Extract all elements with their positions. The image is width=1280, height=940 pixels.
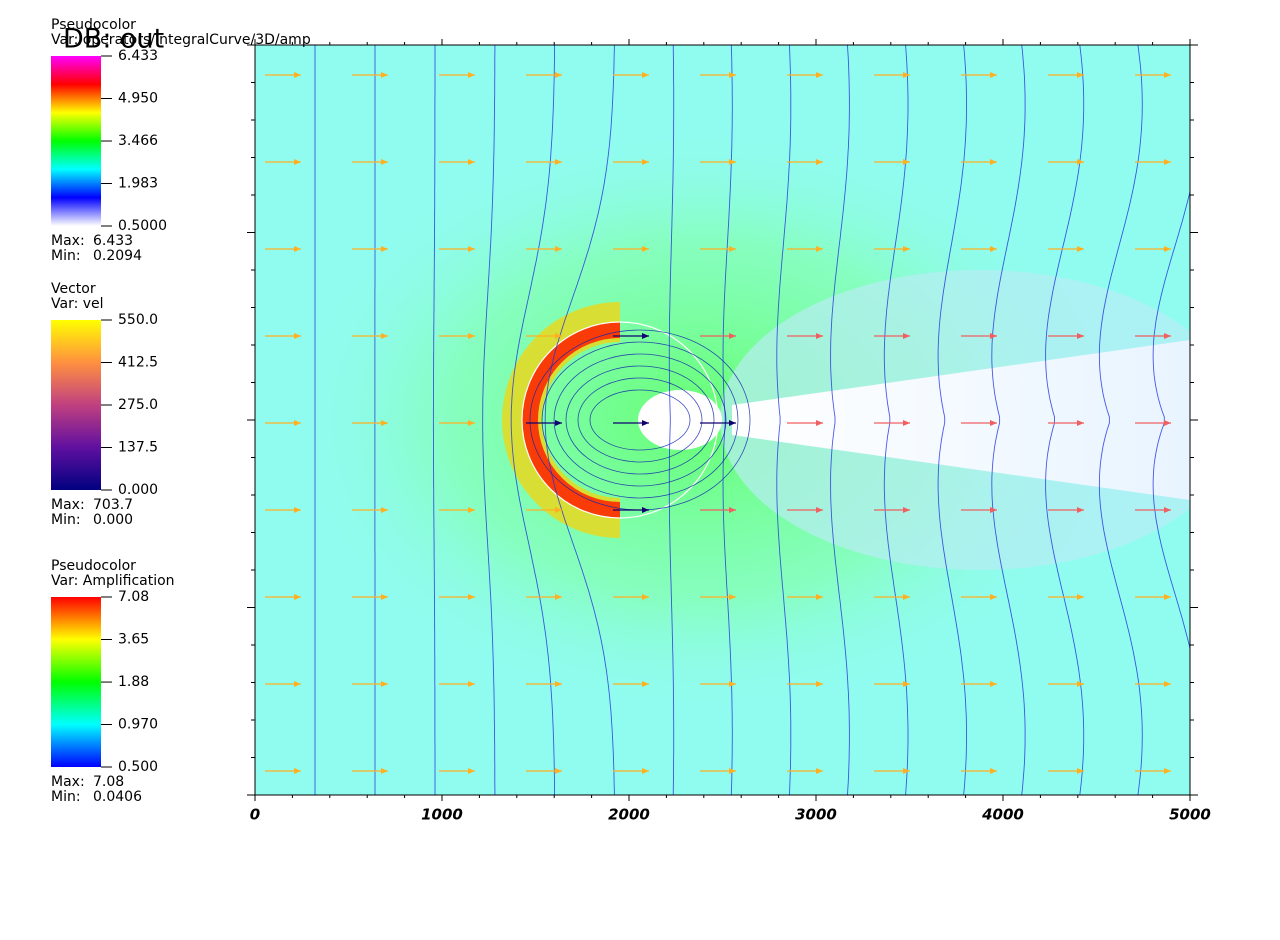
legend-max-label: Max: bbox=[51, 497, 85, 513]
legend-max: 6.433 bbox=[93, 233, 133, 249]
legend-max: 7.08 bbox=[93, 774, 124, 790]
legend-plot-type: Vector bbox=[51, 281, 96, 297]
streamline bbox=[1207, 45, 1260, 795]
legend-plot-type: Pseudocolor bbox=[51, 558, 136, 574]
legend-tick-label: 412.5 bbox=[118, 355, 158, 371]
legend-min-label: Min: bbox=[51, 789, 81, 805]
legend-tick-label: 0.970 bbox=[118, 716, 158, 732]
legend-min: 0.2094 bbox=[93, 248, 142, 264]
legend-tick-label: 3.65 bbox=[118, 631, 149, 647]
legend-tick-label: 1.88 bbox=[118, 674, 149, 690]
legend-min: 0.000 bbox=[93, 512, 133, 528]
legend-tick-label: 0.000 bbox=[118, 482, 158, 498]
legend-tick-label: 3.466 bbox=[118, 133, 158, 149]
legend-tick-label: 275.0 bbox=[118, 397, 158, 413]
legend-colorbar bbox=[51, 56, 101, 226]
legend-tick-label: 0.500 bbox=[118, 759, 158, 775]
database-title: DB: out bbox=[63, 24, 164, 55]
legend-tick-label: 4.950 bbox=[118, 90, 158, 106]
legend-colorbar bbox=[51, 320, 101, 490]
legend-max: 703.7 bbox=[93, 497, 133, 513]
x-tick-label: 0 bbox=[250, 806, 260, 824]
x-tick-label: 2000 bbox=[608, 806, 650, 824]
legend-max-label: Max: bbox=[51, 233, 85, 249]
field-plot bbox=[255, 45, 1259, 795]
legend-colorbar bbox=[51, 597, 101, 767]
legend-tick-label: 137.5 bbox=[118, 440, 158, 456]
x-tick-label: 3000 bbox=[795, 806, 837, 824]
legend-tick-label: 7.08 bbox=[118, 589, 149, 605]
field-region bbox=[638, 390, 722, 450]
x-tick-label: 5000 bbox=[1169, 806, 1211, 824]
legend-var: Var: vel bbox=[51, 296, 104, 312]
legend-tick-label: 1.983 bbox=[118, 176, 158, 192]
legend-min-label: Min: bbox=[51, 248, 81, 264]
legend-min-label: Min: bbox=[51, 512, 81, 528]
legend-var: Var: Amplification bbox=[51, 573, 175, 589]
legend-max-label: Max: bbox=[51, 774, 85, 790]
legend-tick-label: 550.0 bbox=[118, 312, 158, 328]
x-tick-label: 1000 bbox=[421, 806, 463, 824]
x-tick-label: 4000 bbox=[981, 806, 1024, 824]
legend-min: 0.0406 bbox=[93, 789, 142, 805]
legend-tick-label: 0.5000 bbox=[118, 218, 167, 234]
